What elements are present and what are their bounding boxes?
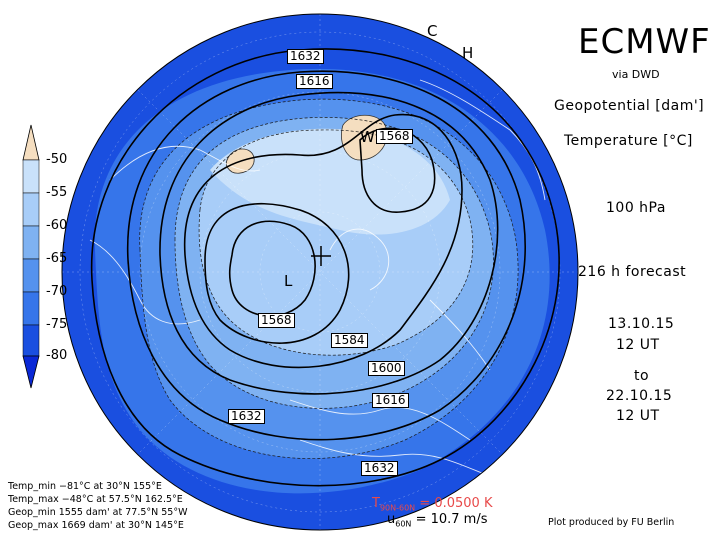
temp-min-stat: Temp_min −81°C at 30°N 155°E [8, 481, 162, 492]
contour-label: 1600 [368, 361, 405, 376]
t-value: = 0.0500 K [419, 496, 493, 511]
scale-label: -55 [46, 185, 68, 200]
geop-min-stat: Geop_min 1555 dam' at 77.5°N 55°W [8, 507, 188, 518]
warm-marker: W [360, 128, 375, 146]
low-marker: L [284, 272, 293, 290]
t-symbol: T [372, 496, 380, 511]
contour-label: 1632 [361, 461, 398, 476]
color-bar-seg-6 [22, 324, 40, 357]
coastlines [89, 79, 546, 481]
u-value: = 10.7 m/s [415, 512, 488, 527]
forecast-hours: 216 h forecast [578, 264, 687, 280]
contour-label: 1616 [296, 74, 333, 89]
color-bar-seg-4 [22, 258, 40, 293]
u-symbol: u [387, 512, 396, 527]
init-date: 13.10.15 [608, 316, 675, 332]
zonal-wind: u60N = 10.7 m/s [387, 512, 487, 529]
scale-label: -65 [46, 251, 68, 266]
contour-label: 1584 [331, 333, 368, 348]
source-label: via DWD [612, 68, 660, 81]
contour-label: 1632 [228, 409, 265, 424]
contour-label: 1568 [376, 129, 413, 144]
contour-label: 1568 [258, 313, 295, 328]
geop-max-stat: Geop_max 1669 dam' at 30°N 145°E [8, 520, 184, 531]
scale-label: -75 [46, 317, 68, 332]
contour-label: 1632 [287, 49, 324, 64]
temperature-field [62, 14, 578, 530]
temperature-isolines [139, 98, 519, 459]
scale-label: -60 [46, 218, 68, 233]
temperature-name: Temperature [564, 133, 659, 149]
color-bar-seg-3 [22, 225, 40, 260]
credit-text: Plot produced by FU Berlin [548, 517, 675, 528]
scale-label: -70 [46, 284, 68, 299]
to-label: to [634, 368, 650, 384]
temperature-difference: T90N-60N = 0.0500 K [372, 496, 492, 513]
valid-time: 12 UT [616, 408, 660, 424]
temp-band-50-a [341, 114, 388, 161]
color-bar-bottom-arrow [22, 355, 40, 389]
color-bar-seg-1 [22, 159, 40, 194]
color-bar-seg-5 [22, 291, 40, 326]
valid-date: 22.10.15 [606, 388, 673, 404]
geopotential-label: Geopotential [dam'] [554, 98, 704, 114]
contour-label: 1616 [372, 393, 409, 408]
t-subscript: 90N-60N [379, 503, 416, 513]
cold-marker: C [427, 22, 438, 40]
geopotential-contours [90, 48, 560, 487]
geopotential-unit: [dam'] [655, 98, 705, 114]
scale-label: -80 [46, 348, 68, 363]
temp-max-stat: Temp_max −48°C at 57.5°N 162.5°E [8, 494, 183, 505]
color-bar-seg-2 [22, 192, 40, 227]
pole-marker [311, 246, 331, 266]
ecmwf-title: ECMWF [578, 22, 711, 62]
color-bar-top-arrow [22, 124, 40, 161]
init-time: 12 UT [616, 337, 660, 353]
geopotential-name: Geopotential [554, 98, 651, 114]
high-marker: H [462, 44, 474, 62]
u-subscript: 60N [395, 519, 412, 529]
map-border [61, 13, 579, 531]
scale-label: -50 [46, 152, 68, 167]
temperature-unit: [°C] [663, 133, 693, 149]
color-bar [22, 124, 40, 389]
temperature-label: Temperature [°C] [564, 133, 693, 149]
pressure-level: 100 hPa [606, 200, 666, 216]
